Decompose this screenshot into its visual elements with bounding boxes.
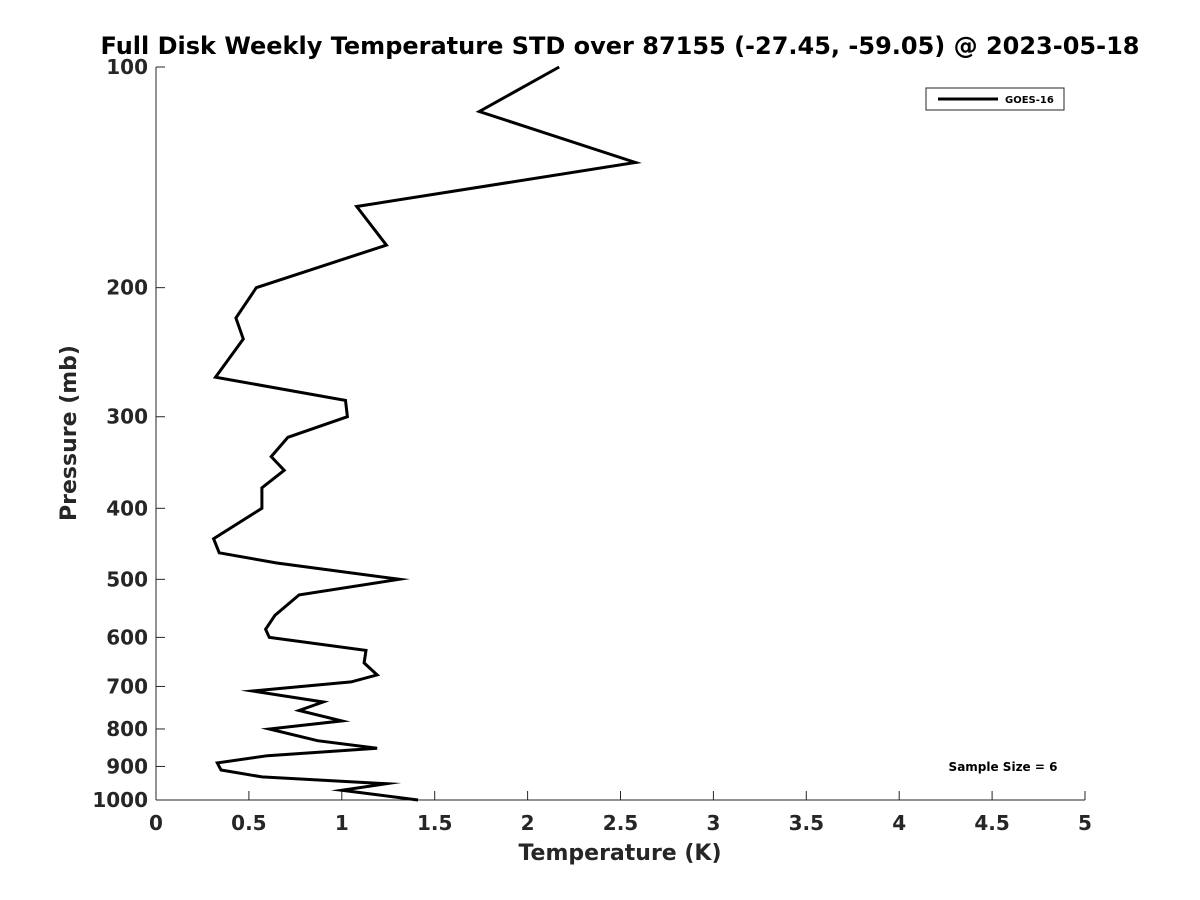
y-tick-label: 400 [106, 496, 148, 520]
y-tick-label: 200 [106, 276, 148, 300]
y-tick-label: 300 [106, 405, 148, 429]
y-axis-label: Pressure (mb) [57, 345, 82, 521]
y-tick-label: 600 [106, 625, 148, 649]
sample-size-annotation: Sample Size = 6 [949, 760, 1058, 774]
y-tick-label: 900 [106, 754, 148, 778]
series-layer [211, 65, 642, 802]
y-tick-label: 800 [106, 717, 148, 741]
y-axis-ticks: 100 200 300 400 500 600 700 800 900 1000 [92, 55, 165, 812]
x-tick-label: 3 [706, 811, 720, 835]
x-tick-label: 0.5 [231, 811, 266, 835]
x-tick-label: 1.5 [417, 811, 452, 835]
y-tick-label: 700 [106, 674, 148, 698]
x-tick-label: 3.5 [789, 811, 824, 835]
x-tick-label: 2.5 [603, 811, 638, 835]
chart-title: Full Disk Weekly Temperature STD over 87… [101, 32, 1140, 60]
y-tick-label: 500 [106, 567, 148, 591]
y-tick-label: 1000 [92, 788, 148, 812]
y-tick-label: 100 [106, 55, 148, 79]
x-tick-label: 5 [1078, 811, 1092, 835]
x-axis-label: Temperature (K) [518, 841, 721, 866]
x-tick-label: 4.5 [974, 811, 1009, 835]
series-line-goes-16 [211, 65, 642, 802]
x-tick-label: 0 [149, 811, 163, 835]
x-tick-label: 4 [892, 811, 906, 835]
x-axis-ticks: 0 0.5 1 1.5 2 2.5 3 3.5 4 4.5 5 [149, 791, 1092, 835]
legend: GOES-16 [925, 87, 1065, 111]
x-tick-label: 1 [335, 811, 349, 835]
legend-entry-goes-16: GOES-16 [1005, 95, 1054, 106]
x-tick-label: 2 [521, 811, 535, 835]
